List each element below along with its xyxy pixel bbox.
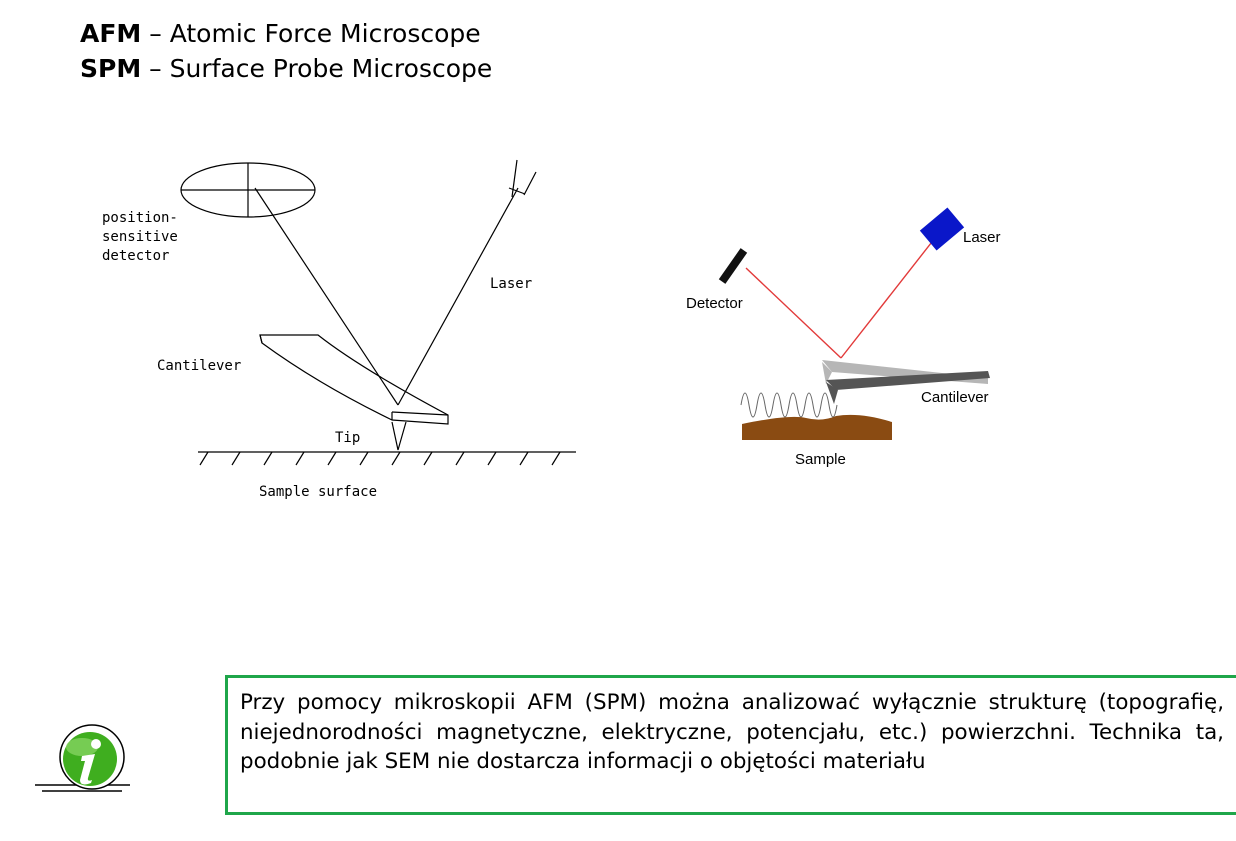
label-tip: Tip <box>335 430 360 446</box>
header-line-afm: AFM – Atomic Force Microscope <box>80 19 481 49</box>
afm-schematic-left: position- sensitive detector Laser Canti… <box>102 159 576 500</box>
cantilever-dark <box>826 371 990 390</box>
tip-shape <box>391 421 407 451</box>
laser-beam-reflected <box>745 267 842 359</box>
label-detector-line3: detector <box>102 248 169 264</box>
spm-definition: Surface Probe Microscope <box>169 54 493 83</box>
label-cantilever: Cantilever <box>921 389 989 406</box>
detector-bar <box>718 248 748 284</box>
label-sample: Sample <box>795 451 846 468</box>
abbr-afm: AFM <box>80 19 142 48</box>
label-laser: Laser <box>963 229 1001 246</box>
label-cantilever: Cantilever <box>157 358 241 374</box>
afm-schematic-right: Laser Detector Cantilever Sample <box>686 207 1001 468</box>
info-icon <box>30 720 135 800</box>
reflected-beam <box>254 187 399 406</box>
label-detector-line2: sensitive <box>102 229 178 245</box>
cantilever-shape <box>259 334 449 425</box>
laser-beam-incident <box>840 237 936 359</box>
separator: – <box>141 19 170 48</box>
label-sample-surface: Sample surface <box>259 484 377 500</box>
separator: – <box>141 54 170 83</box>
header-line-spm: SPM – Surface Probe Microscope <box>80 54 492 84</box>
laser-source <box>919 207 965 251</box>
abbr-spm: SPM <box>80 54 142 83</box>
sample-hatching <box>199 451 561 466</box>
label-detector: Detector <box>686 295 743 312</box>
sample-block <box>742 414 892 440</box>
afm-definition: Atomic Force Microscope <box>169 19 481 48</box>
laser-beam <box>397 187 519 406</box>
label-detector-line1: position- <box>102 210 178 226</box>
oscillation-wave <box>740 392 838 418</box>
info-note: Przy pomocy mikroskopii AFM (SPM) można … <box>225 675 1236 815</box>
label-laser: Laser <box>490 276 532 292</box>
